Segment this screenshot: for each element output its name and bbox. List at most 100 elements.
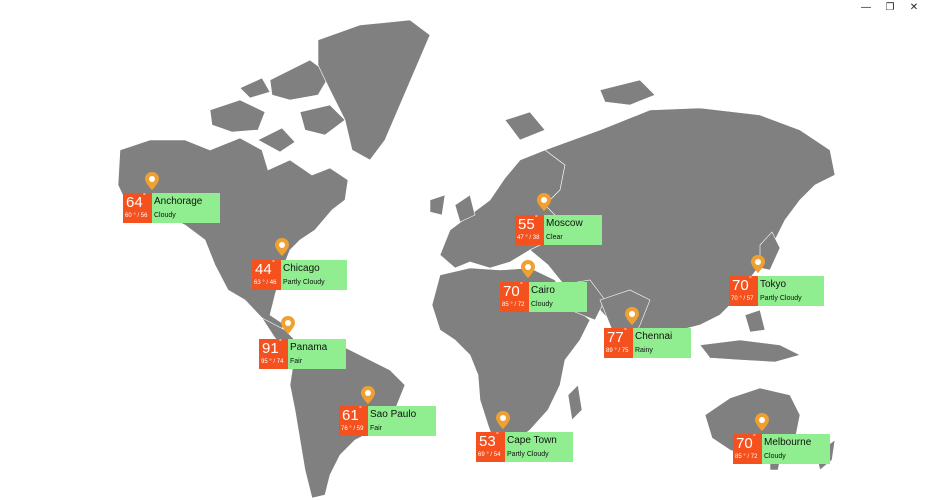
city-name: Chicago — [283, 263, 320, 274]
low-temperature: 54 — [493, 452, 501, 458]
temperature-range: 85 ° / 72 — [735, 454, 758, 460]
current-temperature: 91 — [262, 340, 279, 357]
current-temperature: 70 — [732, 277, 749, 294]
arctic-islands-land — [209, 99, 266, 133]
africa-land — [431, 267, 591, 446]
weather-tile-chicago[interactable]: 44 ° 63 ° / 46 Chicago Partly Cloudy — [252, 260, 347, 290]
map-pin-icon[interactable] — [755, 413, 769, 431]
high-temperature: 95 — [261, 359, 268, 365]
restore-icon[interactable]: ❐ — [885, 1, 895, 13]
high-temperature: 69 — [478, 452, 485, 458]
map-pin-icon[interactable] — [275, 238, 289, 256]
temperature-box: 91 ° 95 ° / 74 — [259, 339, 288, 369]
weather-tile-cairo[interactable]: 70 ° 85 ° / 72 Cairo Cloudy — [500, 282, 587, 312]
minimize-icon[interactable]: — — [861, 1, 871, 13]
temperature-range: 70 ° / 57 — [731, 296, 754, 302]
weather-condition: Cloudy — [764, 453, 786, 460]
current-temperature: 70 — [503, 283, 520, 300]
weather-condition: Fair — [370, 425, 383, 432]
map-pin-icon[interactable] — [361, 386, 375, 404]
low-temperature: 56 — [140, 213, 148, 219]
current-temperature: 77 — [607, 329, 624, 346]
current-temperature: 53 — [479, 433, 496, 450]
temperature-range: 63 ° / 46 — [254, 280, 277, 286]
degree-symbol: ° — [143, 193, 146, 200]
city-name: Anchorage — [154, 196, 203, 207]
city-name: Cape Town — [507, 435, 557, 446]
high-temperature: 70 — [731, 296, 738, 302]
city-name: Moscow — [546, 218, 583, 229]
map-pin-icon[interactable] — [521, 260, 535, 278]
degree-symbol: ° — [749, 276, 752, 283]
map-pin-icon[interactable] — [281, 316, 295, 334]
weather-tile-chennai[interactable]: 77 ° 89 ° / 75 Chennai Rainy — [604, 328, 691, 358]
weather-condition: Cloudy — [154, 212, 176, 219]
weather-condition: Cloudy — [531, 301, 553, 308]
temperature-box: 70 ° 70 ° / 57 — [729, 276, 758, 306]
weather-tile-moscow[interactable]: 55 ° 47 ° / 38 Moscow Clear — [515, 215, 602, 245]
high-temperature: 89 — [606, 348, 613, 354]
temperature-range: 76 ° / 59 — [341, 426, 364, 432]
high-temperature: 47 — [517, 235, 524, 241]
weather-condition: Clear — [546, 234, 563, 241]
temperature-range: 85 ° / 72 — [502, 302, 525, 308]
current-temperature: 64 — [126, 194, 143, 211]
weather-tile-melbourne[interactable]: 70 ° 85 ° / 72 Melbourne Cloudy — [733, 434, 830, 464]
high-temperature: 85 — [735, 454, 742, 460]
map-pin-icon[interactable] — [145, 172, 159, 190]
high-temperature: 63 — [254, 280, 261, 286]
degree-symbol: ° — [753, 434, 756, 441]
temperature-box: 44 ° 63 ° / 46 — [252, 260, 281, 290]
low-temperature: 38 — [532, 235, 540, 241]
city-info-box: Chicago Partly Cloudy — [281, 260, 347, 290]
low-temperature: 75 — [621, 348, 629, 354]
current-temperature: 44 — [255, 261, 272, 278]
temperature-box: 53 ° 69 ° / 54 — [476, 432, 505, 462]
low-temperature: 59 — [356, 426, 364, 432]
north-america-land — [117, 137, 349, 331]
weather-tile-sao-paulo[interactable]: 61 ° 76 ° / 59 Sao Paulo Fair — [339, 406, 436, 436]
temperature-box: 70 ° 85 ° / 72 — [733, 434, 762, 464]
city-name: Sao Paulo — [370, 409, 417, 420]
degree-symbol: ° — [359, 406, 362, 413]
weather-condition: Partly Cloudy — [283, 279, 325, 286]
high-temperature: 60 — [125, 213, 132, 219]
city-name: Chennai — [635, 331, 673, 342]
map-pin-icon[interactable] — [751, 255, 765, 273]
city-info-box: Melbourne Cloudy — [762, 434, 830, 464]
temperature-box: 70 ° 85 ° / 72 — [500, 282, 529, 312]
high-temperature: 76 — [341, 426, 348, 432]
weather-tile-cape-town[interactable]: 53 ° 69 ° / 54 Cape Town Partly Cloudy — [476, 432, 573, 462]
temperature-range: 60 ° / 56 — [125, 213, 148, 219]
asia-land — [529, 107, 836, 351]
temperature-box: 64 ° 60 ° / 56 — [123, 193, 152, 223]
city-info-box: Sao Paulo Fair — [368, 406, 436, 436]
city-name: Cairo — [531, 285, 555, 296]
weather-tile-anchorage[interactable]: 64 ° 60 ° / 56 Anchorage Cloudy — [123, 193, 220, 223]
temperature-box: 55 ° 47 ° / 38 — [515, 215, 544, 245]
city-info-box: Tokyo Partly Cloudy — [758, 276, 824, 306]
map-pin-icon[interactable] — [496, 411, 510, 429]
weather-condition: Partly Cloudy — [760, 295, 802, 302]
map-pin-icon[interactable] — [537, 193, 551, 211]
weather-tile-tokyo[interactable]: 70 ° 70 ° / 57 Tokyo Partly Cloudy — [729, 276, 824, 306]
degree-symbol: ° — [520, 282, 523, 289]
city-name: Tokyo — [760, 279, 787, 290]
close-icon[interactable]: ✕ — [909, 1, 919, 13]
weather-condition: Partly Cloudy — [507, 451, 549, 458]
degree-symbol: ° — [624, 328, 627, 335]
temperature-box: 77 ° 89 ° / 75 — [604, 328, 633, 358]
city-info-box: Panama Fair — [288, 339, 346, 369]
city-info-box: Moscow Clear — [544, 215, 602, 245]
low-temperature: 74 — [276, 359, 284, 365]
weather-tile-panama[interactable]: 91 ° 95 ° / 74 Panama Fair — [259, 339, 346, 369]
city-name: Panama — [290, 342, 328, 353]
low-temperature: 46 — [269, 280, 277, 286]
temperature-range: 47 ° / 38 — [517, 235, 540, 241]
temperature-range: 89 ° / 75 — [606, 348, 629, 354]
map-pin-icon[interactable] — [625, 307, 639, 325]
weather-condition: Rainy — [635, 347, 653, 354]
low-temperature: 57 — [746, 296, 754, 302]
low-temperature: 72 — [517, 302, 525, 308]
